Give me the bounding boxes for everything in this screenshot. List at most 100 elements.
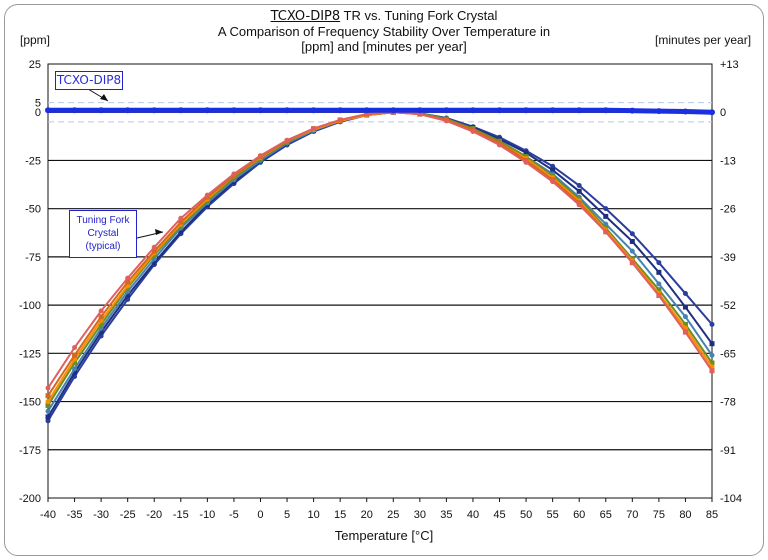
crystal-series-point xyxy=(709,352,715,358)
crystal-series-point xyxy=(178,219,184,225)
y2-tick-label: -91 xyxy=(720,445,736,457)
crystal-series-point xyxy=(72,370,78,376)
y2-tick-label: 0 xyxy=(720,107,726,119)
crystal-series-point xyxy=(204,192,210,198)
crystal-series-point xyxy=(151,244,157,250)
left-axis-unit: [ppm] xyxy=(20,33,51,47)
y-tick-label: -200 xyxy=(19,493,41,505)
x-tick-label: -20 xyxy=(146,509,162,521)
crystal-series-point xyxy=(682,321,688,327)
crystal-series-point xyxy=(72,345,78,351)
crystal-series-point xyxy=(45,393,51,399)
y-tick-label: 5 xyxy=(35,98,41,110)
crystal-series-point xyxy=(550,163,556,169)
x-tick-label: 65 xyxy=(600,509,612,521)
tcxo-series-point xyxy=(576,107,583,114)
tcxo-series-point xyxy=(310,107,317,114)
x-tick-label: -15 xyxy=(173,509,189,521)
crystal-series-point xyxy=(629,231,635,237)
crystal-series-point xyxy=(337,117,343,123)
y2-tick-label: -39 xyxy=(720,252,736,264)
x-tick-label: -35 xyxy=(67,509,83,521)
crystal-series-point xyxy=(709,321,715,327)
crystal-series-point xyxy=(576,202,582,208)
crystal-series-point xyxy=(629,238,635,244)
tcxo-series-point xyxy=(629,107,636,114)
crystal-series-point xyxy=(284,137,290,143)
crystal-series-point xyxy=(576,183,582,189)
y2-tick-label: -104 xyxy=(720,493,742,505)
tcxo-series-point xyxy=(124,107,131,114)
crystal-series-point xyxy=(470,129,476,135)
crystal-series-point xyxy=(550,167,556,173)
x-tick-label: -40 xyxy=(40,509,56,521)
tcxo-series-point xyxy=(443,107,450,114)
crystal-series-point xyxy=(443,118,449,124)
crystal-series-point xyxy=(45,385,51,391)
y2-tick-label: -65 xyxy=(720,348,736,360)
x-tick-label: 70 xyxy=(626,509,638,521)
right-axis-unit: [minutes per year] xyxy=(655,33,752,47)
crystal-series-point xyxy=(45,399,51,405)
y-tick-label: -125 xyxy=(19,348,41,360)
tcxo-series-point xyxy=(284,107,291,114)
crystal-series-point xyxy=(98,321,104,327)
tuning-arrowhead xyxy=(155,229,163,235)
crystal-series-point xyxy=(576,188,582,194)
crystal-series-point xyxy=(656,269,662,275)
chart-subtitle-line-2: [ppm] and [minutes per year] xyxy=(301,39,467,54)
title-suffix: TR vs. Tuning Fork Crystal xyxy=(340,8,498,23)
crystal-series-point xyxy=(72,352,78,358)
tcxo-series-point xyxy=(177,107,184,114)
x-tick-label: 15 xyxy=(334,509,346,521)
crystal-series-point xyxy=(709,368,715,374)
tcxo-series-point xyxy=(682,108,689,115)
crystal-series-point xyxy=(682,304,688,310)
y-tick-label: 0 xyxy=(35,107,41,119)
tuning-fork-annotation: Tuning Fork Crystal (typical) xyxy=(69,210,137,258)
x-tick-label: 40 xyxy=(467,509,479,521)
crystal-series-point xyxy=(151,248,157,254)
tcxo-series-point xyxy=(204,107,211,114)
tcxo-series-point xyxy=(390,107,397,114)
crystal-series-point xyxy=(656,260,662,266)
tcxo-series-point xyxy=(337,107,344,114)
crystal-series-point xyxy=(125,279,131,285)
crystal-series-point xyxy=(709,341,715,347)
x-axis-label: Temperature [°C] xyxy=(334,528,434,543)
tcxo-series-point xyxy=(416,107,423,114)
y-tick-label: -25 xyxy=(25,155,41,167)
crystal-series-point xyxy=(45,408,51,414)
tcxo-series-point xyxy=(709,109,715,116)
crystal-series-point xyxy=(629,248,635,254)
tcxo-series-point xyxy=(496,107,503,114)
tcxo-arrowhead xyxy=(100,94,108,101)
chart-subtitle-line-1: A Comparison of Frequency Stability Over… xyxy=(217,24,551,39)
crystal-series-point xyxy=(603,213,609,219)
tcxo-series-point xyxy=(602,107,609,114)
crystal-series-point xyxy=(497,142,503,148)
crystal-series-point xyxy=(178,215,184,221)
crystal-series-point xyxy=(311,126,317,132)
x-tick-label: 55 xyxy=(547,509,559,521)
x-tick-label: 60 xyxy=(573,509,585,521)
x-tick-label: 30 xyxy=(414,509,426,521)
tcxo-series-point xyxy=(549,107,556,114)
tcxo-series-point xyxy=(363,107,370,114)
crystal-series-line xyxy=(47,111,713,389)
y-tick-label: -75 xyxy=(25,252,41,264)
tcxo-series-point xyxy=(230,107,237,114)
x-tick-label: 35 xyxy=(440,509,452,521)
crystal-series-point xyxy=(72,360,78,366)
tcxo-series-line xyxy=(48,107,713,115)
crystal-series-point xyxy=(151,260,157,266)
y-tick-label: -50 xyxy=(25,204,41,216)
x-tick-label: 0 xyxy=(257,509,263,521)
tuning-fork-annotation-line-3: (typical) xyxy=(85,241,121,252)
crystal-series-point xyxy=(709,360,715,366)
crystal-series-point xyxy=(98,314,104,320)
tcxo-series-point xyxy=(71,107,78,114)
crystal-series-point xyxy=(98,308,104,314)
y-tick-label: 25 xyxy=(29,59,41,71)
